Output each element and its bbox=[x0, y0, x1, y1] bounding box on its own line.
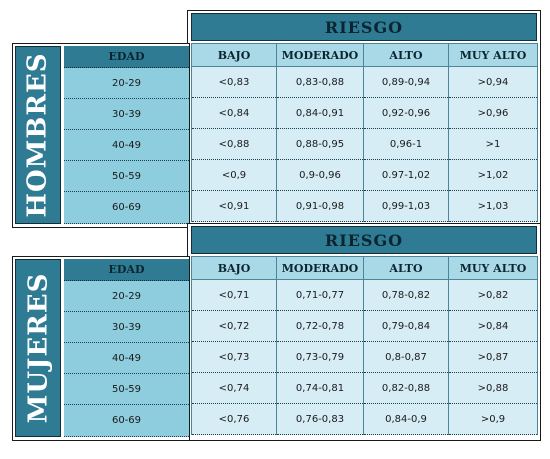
cell-bajo: <0,84 bbox=[191, 97, 277, 129]
hombres-header-row: BAJO MODERADO ALTO MUY ALTO bbox=[191, 43, 538, 67]
mujeres-side-label: MUJERES bbox=[15, 259, 61, 437]
hombres-edad-cell: 60-69 bbox=[64, 192, 189, 224]
cell-moderado: 0,84-0,91 bbox=[276, 97, 364, 129]
cell-moderado: 0,83-0,88 bbox=[276, 66, 364, 98]
hombres-side-label: HOMBRES bbox=[15, 46, 61, 224]
table-row: <0,84 0,84-0,91 0,92-0,96 >0,96 bbox=[191, 97, 538, 129]
cell-muy-alto: >0,9 bbox=[448, 403, 538, 435]
cell-muy-alto: >1 bbox=[448, 128, 538, 160]
mujeres-edad-cell: 20-29 bbox=[64, 281, 189, 312]
mujeres-edad-cell: 40-49 bbox=[64, 343, 189, 374]
cell-muy-alto: >0,88 bbox=[448, 372, 538, 404]
table-row: <0,72 0,72-0,78 0,79-0,84 >0,84 bbox=[191, 310, 538, 342]
cell-moderado: 0,74-0,81 bbox=[276, 372, 364, 404]
cell-bajo: <0,76 bbox=[191, 403, 277, 435]
mujeres-edad-header: EDAD bbox=[64, 259, 189, 281]
cell-muy-alto: >0,94 bbox=[448, 66, 538, 98]
hombres-edad-header: EDAD bbox=[64, 46, 189, 68]
cell-alto: 0,79-0,84 bbox=[363, 310, 449, 342]
column-header-muy-alto: MUY ALTO bbox=[448, 256, 538, 280]
cell-alto: 0,8-0,87 bbox=[363, 341, 449, 373]
cell-moderado: 0,71-0,77 bbox=[276, 279, 364, 311]
table-row: <0,76 0,76-0,83 0,84-0,9 >0,9 bbox=[191, 403, 538, 435]
mujeres-risk-table: BAJO MODERADO ALTO MUY ALTO <0,71 0,71-0… bbox=[191, 256, 538, 435]
column-header-alto: ALTO bbox=[363, 256, 449, 280]
cell-moderado: 0,76-0,83 bbox=[276, 403, 364, 435]
mujeres-edad-cell: 60-69 bbox=[64, 405, 189, 437]
column-header-moderado: MODERADO bbox=[276, 43, 364, 67]
cell-moderado: 0,9-0,96 bbox=[276, 159, 364, 191]
column-header-muy-alto: MUY ALTO bbox=[448, 43, 538, 67]
cell-moderado: 0,91-0,98 bbox=[276, 190, 364, 222]
cell-bajo: <0,74 bbox=[191, 372, 277, 404]
column-header-moderado: MODERADO bbox=[276, 256, 364, 280]
cell-moderado: 0,73-0,79 bbox=[276, 341, 364, 373]
cell-bajo: <0,83 bbox=[191, 66, 277, 98]
table-row: <0,91 0,91-0,98 0,99-1,03 >1,03 bbox=[191, 190, 538, 222]
cell-alto: 0,96-1 bbox=[363, 128, 449, 160]
cell-muy-alto: >1,03 bbox=[448, 190, 538, 222]
cell-alto: 0,82-0,88 bbox=[363, 372, 449, 404]
cell-alto: 0,89-0,94 bbox=[363, 66, 449, 98]
hombres-riesgo-title: RIESGO bbox=[191, 13, 537, 41]
table-row: <0,74 0,74-0,81 0,82-0,88 >0,88 bbox=[191, 372, 538, 404]
table-row: <0,73 0,73-0,79 0,8-0,87 >0,87 bbox=[191, 341, 538, 373]
table-row: <0,83 0,83-0,88 0,89-0,94 >0,94 bbox=[191, 66, 538, 98]
table-row: <0,9 0,9-0,96 0.97-1,02 >1,02 bbox=[191, 159, 538, 191]
hombres-edad-cell: 40-49 bbox=[64, 130, 189, 161]
mujeres-edad-cell: 30-39 bbox=[64, 312, 189, 343]
cell-bajo: <0,71 bbox=[191, 279, 277, 311]
mujeres-header-row: BAJO MODERADO ALTO MUY ALTO bbox=[191, 256, 538, 280]
cell-muy-alto: >0,87 bbox=[448, 341, 538, 373]
cell-alto: 0,92-0,96 bbox=[363, 97, 449, 129]
hombres-edad-cell: 30-39 bbox=[64, 99, 189, 130]
hombres-edad-cell: 50-59 bbox=[64, 161, 189, 192]
cell-muy-alto: >0,96 bbox=[448, 97, 538, 129]
cell-bajo: <0,9 bbox=[191, 159, 277, 191]
mujeres-riesgo-title: RIESGO bbox=[191, 226, 537, 254]
cell-muy-alto: >0,84 bbox=[448, 310, 538, 342]
cell-alto: 0,84-0,9 bbox=[363, 403, 449, 435]
cell-moderado: 0,72-0,78 bbox=[276, 310, 364, 342]
column-header-bajo: BAJO bbox=[191, 43, 277, 67]
cell-bajo: <0,88 bbox=[191, 128, 277, 160]
cell-muy-alto: >1,02 bbox=[448, 159, 538, 191]
mujeres-edad-cell: 50-59 bbox=[64, 374, 189, 405]
hombres-risk-table: BAJO MODERADO ALTO MUY ALTO <0,83 0,83-0… bbox=[191, 43, 538, 222]
table-row: <0,71 0,71-0,77 0,78-0,82 >0,82 bbox=[191, 279, 538, 311]
hombres-block: RIESGO HOMBRES EDAD 20-29 30-39 40-49 50… bbox=[12, 10, 541, 228]
column-header-alto: ALTO bbox=[363, 43, 449, 67]
cell-alto: 0,99-1,03 bbox=[363, 190, 449, 222]
cell-bajo: <0,91 bbox=[191, 190, 277, 222]
column-header-bajo: BAJO bbox=[191, 256, 277, 280]
cell-alto: 0,78-0,82 bbox=[363, 279, 449, 311]
table-row: <0,88 0,88-0,95 0,96-1 >1 bbox=[191, 128, 538, 160]
cell-bajo: <0,72 bbox=[191, 310, 277, 342]
hombres-edad-cell: 20-29 bbox=[64, 68, 189, 99]
cell-bajo: <0,73 bbox=[191, 341, 277, 373]
cell-muy-alto: >0,82 bbox=[448, 279, 538, 311]
